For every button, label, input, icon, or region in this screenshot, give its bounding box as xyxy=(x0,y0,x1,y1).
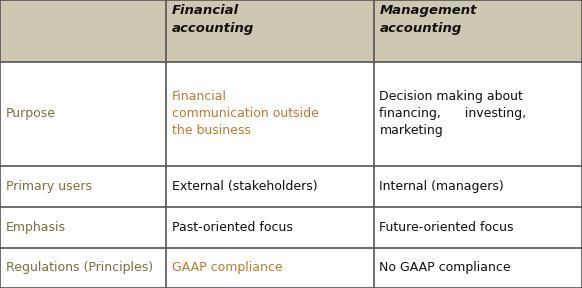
Text: Regulations (Principles): Regulations (Principles) xyxy=(6,261,153,274)
Bar xyxy=(0,0,582,62)
Text: Financial
accounting: Financial accounting xyxy=(172,4,254,35)
Text: External (stakeholders): External (stakeholders) xyxy=(172,180,317,193)
Text: Primary users: Primary users xyxy=(6,180,92,193)
Text: No GAAP compliance: No GAAP compliance xyxy=(379,261,511,274)
Text: Purpose: Purpose xyxy=(6,107,56,120)
Text: Management
accounting: Management accounting xyxy=(379,4,477,35)
Text: Past-oriented focus: Past-oriented focus xyxy=(172,221,293,234)
Text: Financial
communication outside
the business: Financial communication outside the busi… xyxy=(172,90,318,137)
Bar xyxy=(0,166,582,207)
Text: Emphasis: Emphasis xyxy=(6,221,66,234)
Bar xyxy=(0,248,582,288)
Text: Decision making about
financing,      investing,
marketing: Decision making about financing, investi… xyxy=(379,90,527,137)
Text: Future-oriented focus: Future-oriented focus xyxy=(379,221,514,234)
Bar xyxy=(0,62,582,166)
Bar xyxy=(0,207,582,248)
Text: Internal (managers): Internal (managers) xyxy=(379,180,504,193)
Text: GAAP compliance: GAAP compliance xyxy=(172,261,282,274)
